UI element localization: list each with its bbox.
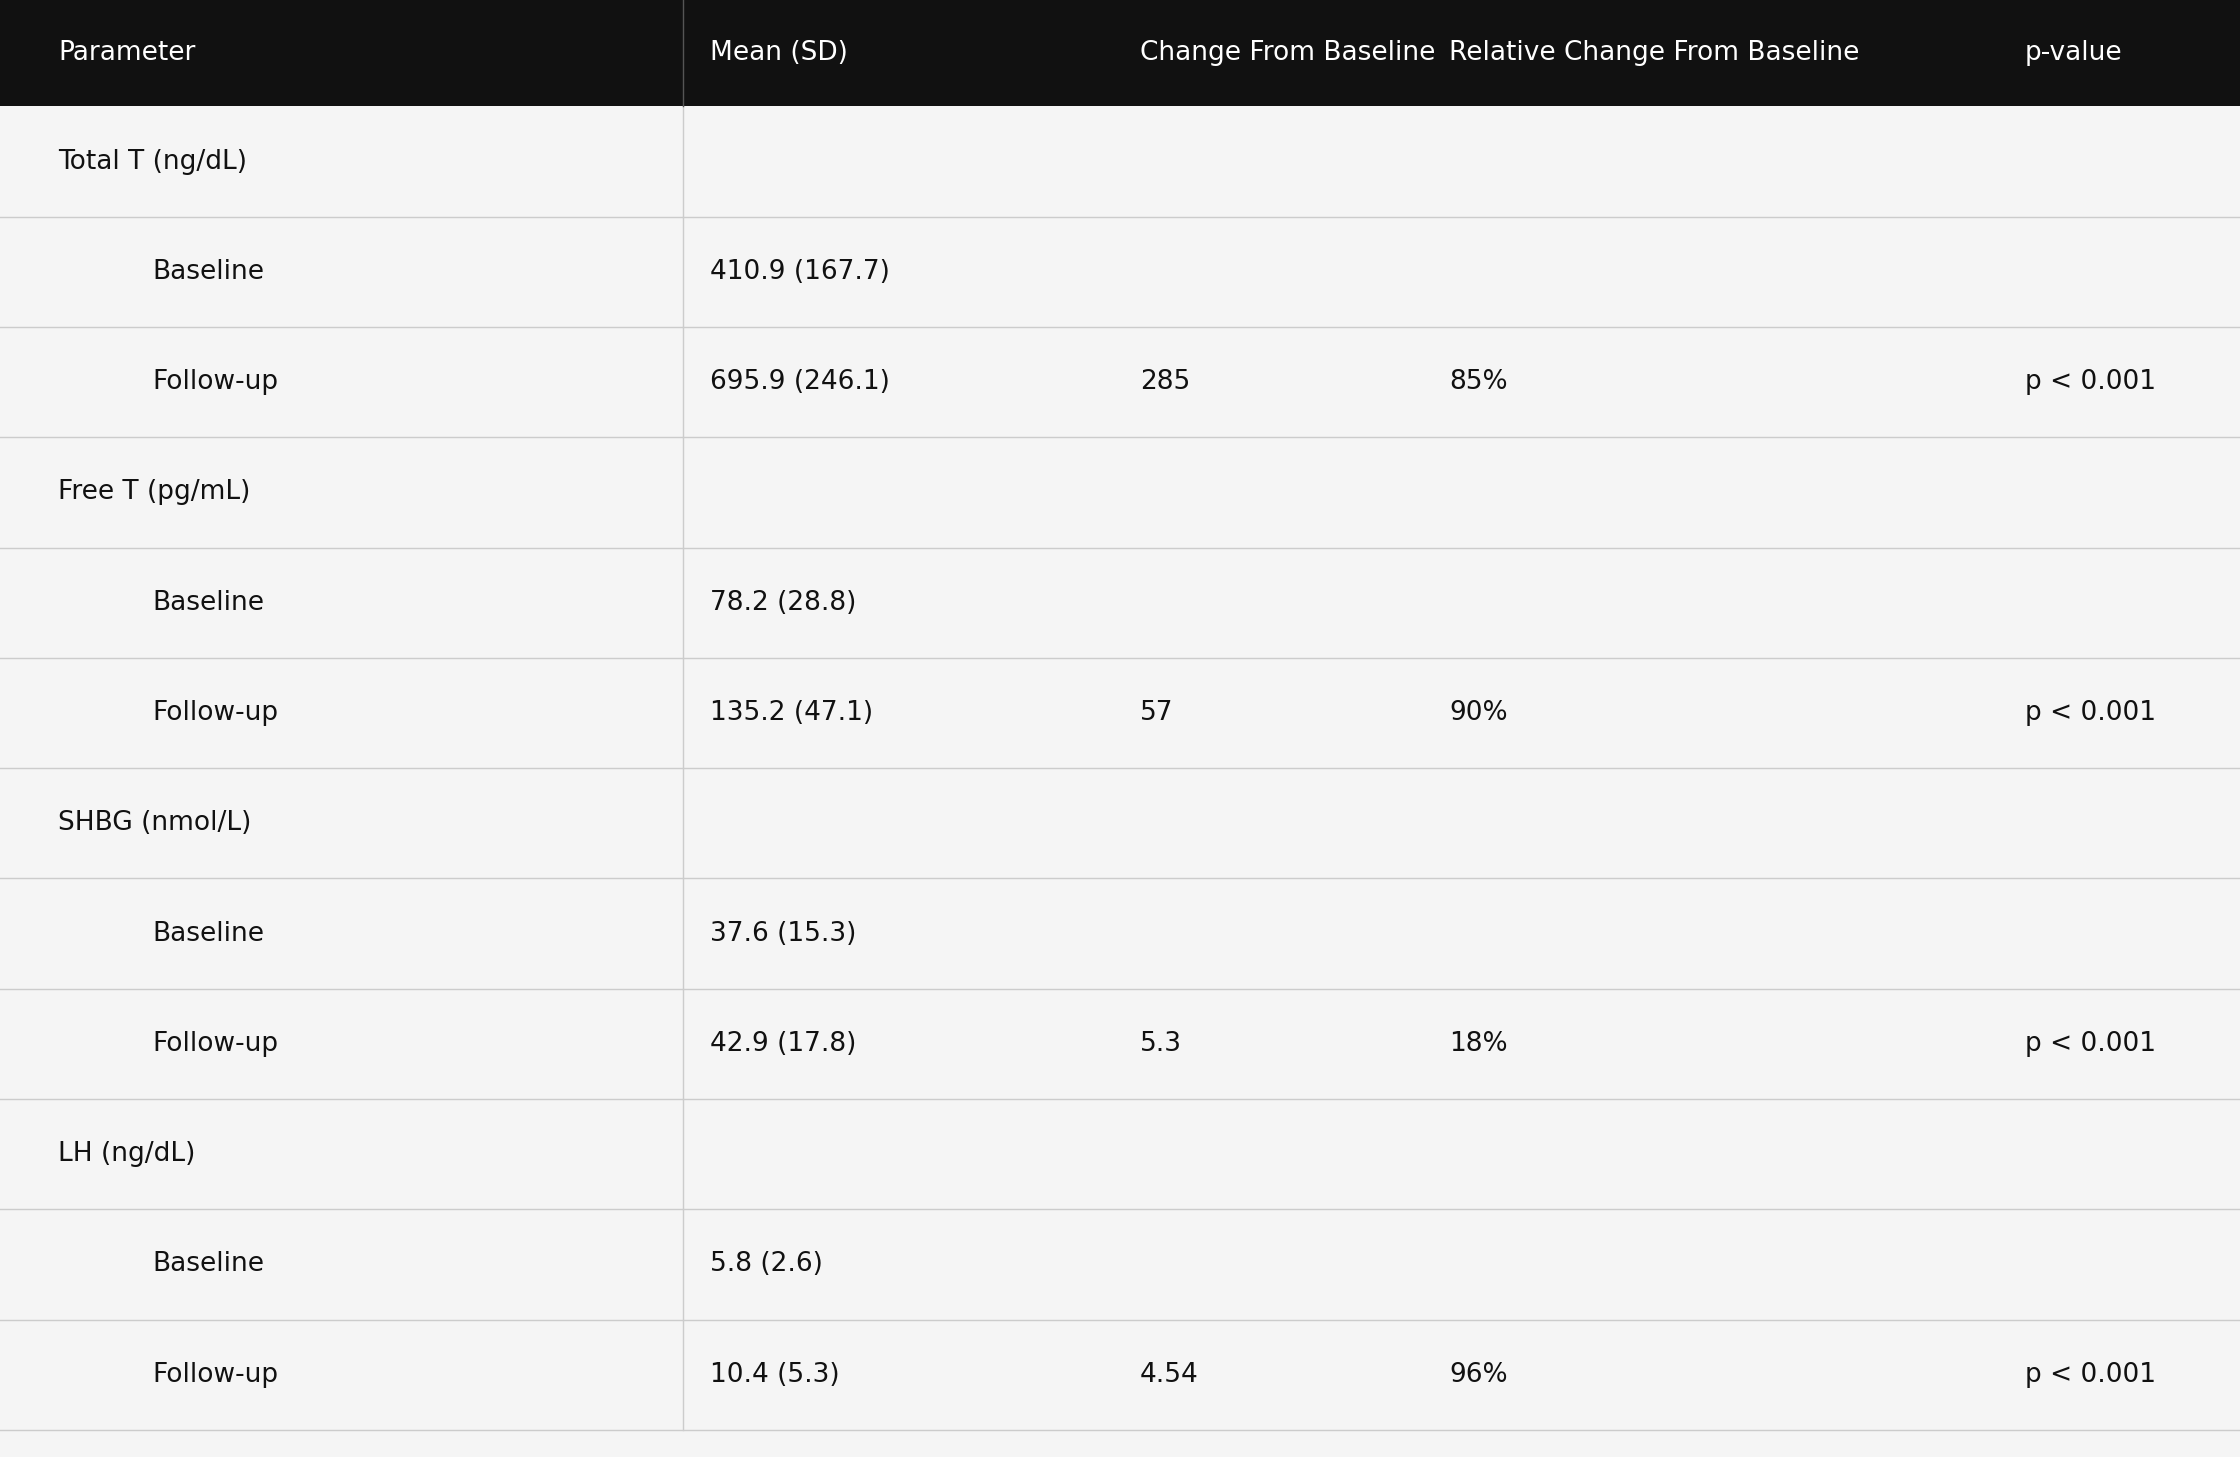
Text: p < 0.001: p < 0.001 xyxy=(2025,1362,2155,1387)
Text: SHBG (nmol/L): SHBG (nmol/L) xyxy=(58,810,251,836)
Text: 18%: 18% xyxy=(1449,1032,1508,1056)
Text: 135.2 (47.1): 135.2 (47.1) xyxy=(710,699,874,726)
Text: Baseline: Baseline xyxy=(152,1252,264,1278)
Text: Parameter: Parameter xyxy=(58,41,195,66)
Text: p-value: p-value xyxy=(2025,41,2124,66)
Text: 5.8 (2.6): 5.8 (2.6) xyxy=(710,1252,822,1278)
Bar xyxy=(0,1099,2240,1209)
Text: Relative Change From Baseline: Relative Change From Baseline xyxy=(1449,41,1859,66)
Bar xyxy=(0,326,2240,437)
Text: p < 0.001: p < 0.001 xyxy=(2025,699,2155,726)
Bar xyxy=(0,217,2240,326)
Text: Total T (ng/dL): Total T (ng/dL) xyxy=(58,149,246,175)
Text: p < 0.001: p < 0.001 xyxy=(2025,1032,2155,1056)
Text: Follow-up: Follow-up xyxy=(152,699,278,726)
Bar xyxy=(0,879,2240,989)
Bar xyxy=(0,437,2240,548)
Bar xyxy=(0,1320,2240,1429)
Text: 37.6 (15.3): 37.6 (15.3) xyxy=(710,921,856,947)
Text: p < 0.001: p < 0.001 xyxy=(2025,369,2155,395)
Text: 85%: 85% xyxy=(1449,369,1508,395)
Text: 285: 285 xyxy=(1140,369,1189,395)
Text: 410.9 (167.7): 410.9 (167.7) xyxy=(710,259,889,284)
Text: 5.3: 5.3 xyxy=(1140,1032,1183,1056)
Bar xyxy=(0,106,2240,217)
Text: 10.4 (5.3): 10.4 (5.3) xyxy=(710,1362,840,1387)
Text: 42.9 (17.8): 42.9 (17.8) xyxy=(710,1032,856,1056)
Text: Follow-up: Follow-up xyxy=(152,369,278,395)
Bar xyxy=(0,1209,2240,1320)
Text: 57: 57 xyxy=(1140,699,1174,726)
Text: Baseline: Baseline xyxy=(152,921,264,947)
Text: 90%: 90% xyxy=(1449,699,1508,726)
Text: Change From Baseline: Change From Baseline xyxy=(1140,41,1436,66)
Bar xyxy=(0,0,2240,106)
Text: Baseline: Baseline xyxy=(152,590,264,616)
Text: 695.9 (246.1): 695.9 (246.1) xyxy=(710,369,889,395)
Text: LH (ng/dL): LH (ng/dL) xyxy=(58,1141,195,1167)
Text: Follow-up: Follow-up xyxy=(152,1362,278,1387)
Text: 96%: 96% xyxy=(1449,1362,1508,1387)
Bar xyxy=(0,989,2240,1099)
Text: Free T (pg/mL): Free T (pg/mL) xyxy=(58,479,251,506)
Text: Follow-up: Follow-up xyxy=(152,1032,278,1056)
Bar xyxy=(0,548,2240,659)
Bar xyxy=(0,768,2240,879)
Text: 78.2 (28.8): 78.2 (28.8) xyxy=(710,590,856,616)
Bar xyxy=(0,659,2240,768)
Text: Baseline: Baseline xyxy=(152,259,264,284)
Text: Mean (SD): Mean (SD) xyxy=(710,41,849,66)
Text: 4.54: 4.54 xyxy=(1140,1362,1198,1387)
Bar xyxy=(0,1429,2240,1457)
